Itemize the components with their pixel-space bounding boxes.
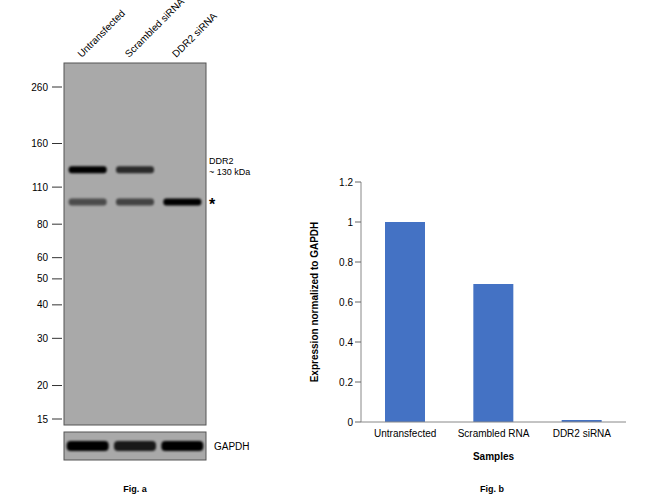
svg-text:0.2: 0.2 — [339, 377, 353, 388]
svg-text:Expression normalized to GAPDH: Expression normalized to GAPDH — [309, 222, 320, 383]
svg-text:Fig. a: Fig. a — [123, 484, 147, 494]
svg-text:Untransfected: Untransfected — [374, 428, 436, 439]
html-text:Fig. b: Fig. b — [480, 484, 504, 494]
svg-text:*: * — [209, 196, 216, 213]
svg-text:Untransfected: Untransfected — [75, 8, 127, 60]
svg-text:1.2: 1.2 — [339, 177, 353, 188]
svg-text:260: 260 — [31, 82, 48, 93]
svg-text:160: 160 — [31, 138, 48, 149]
svg-text:DDR2: DDR2 — [209, 156, 234, 166]
svg-text:110: 110 — [32, 182, 48, 193]
svg-text:40: 40 — [37, 299, 49, 310]
svg-text:1: 1 — [347, 217, 353, 228]
svg-text:30: 30 — [37, 333, 49, 344]
svg-text:0.4: 0.4 — [339, 337, 353, 348]
svg-text:60: 60 — [37, 252, 49, 263]
svg-text:20: 20 — [37, 380, 49, 391]
svg-text:DDR2 siRNA: DDR2 siRNA — [553, 428, 612, 439]
svg-text:~ 130 kDa: ~ 130 kDa — [209, 167, 250, 177]
svg-text:0.8: 0.8 — [339, 257, 353, 268]
svg-text:DDR2 siRNA: DDR2 siRNA — [170, 10, 219, 59]
svg-text:0.6: 0.6 — [339, 297, 353, 308]
svg-text:15: 15 — [37, 414, 49, 425]
svg-text:GAPDH: GAPDH — [214, 441, 250, 452]
svg-text:Samples: Samples — [473, 451, 515, 462]
svg-text:0: 0 — [347, 417, 353, 428]
svg-text:Scrambled RNA: Scrambled RNA — [458, 428, 530, 439]
svg-text:80: 80 — [37, 219, 49, 230]
svg-text:50: 50 — [37, 273, 49, 284]
